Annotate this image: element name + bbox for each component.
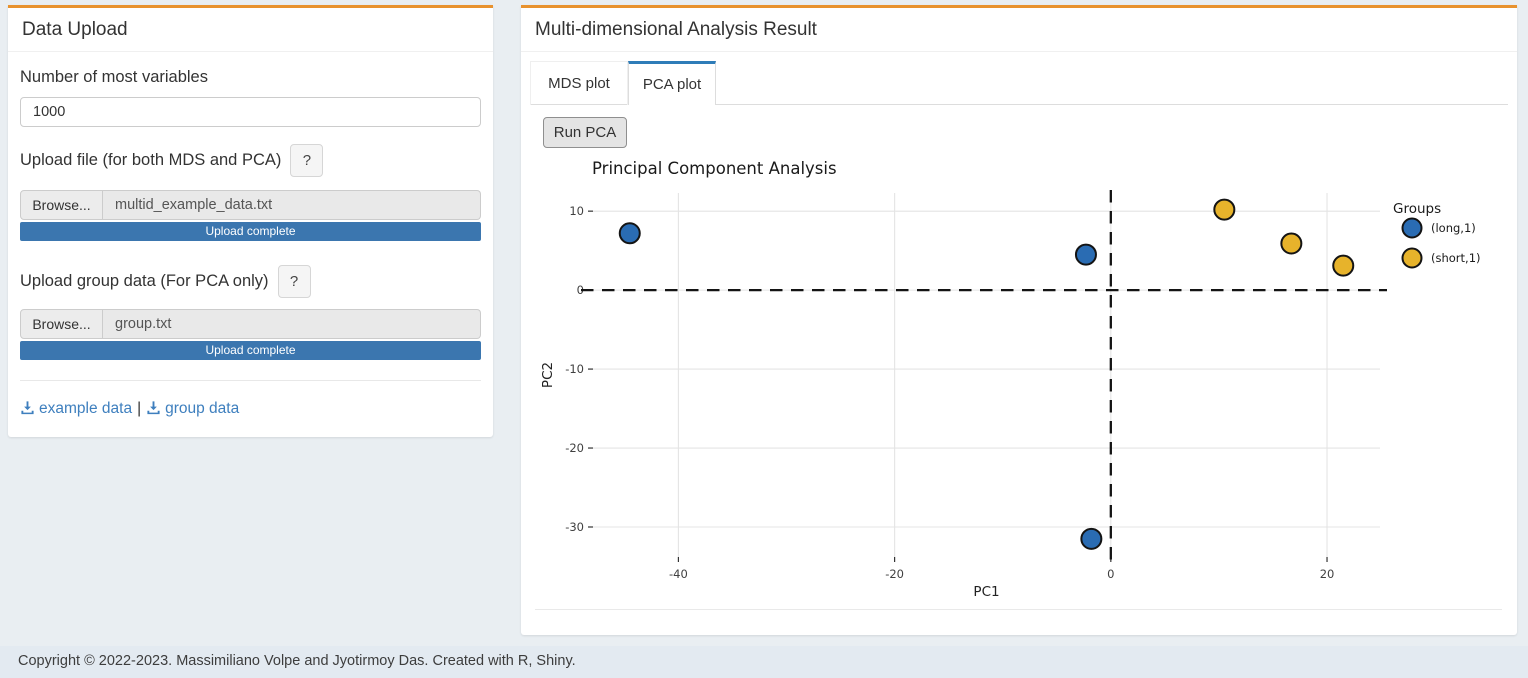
group-input-group: Browse... group.txt bbox=[20, 309, 481, 339]
y-tick-label: -30 bbox=[565, 520, 584, 534]
x-tick-label: -40 bbox=[669, 567, 688, 581]
group-upload-progress: Upload complete bbox=[20, 341, 481, 360]
x-axis-title: PC1 bbox=[973, 584, 999, 600]
x-tick-label: 20 bbox=[1320, 567, 1335, 581]
file-name-display: multid_example_data.txt bbox=[103, 190, 481, 220]
legend-swatch bbox=[1401, 247, 1423, 269]
y-tick-label: -20 bbox=[565, 441, 584, 455]
num-variables-label: Number of most variables bbox=[20, 68, 208, 86]
group-name-display: group.txt bbox=[103, 309, 481, 339]
num-variables-input[interactable] bbox=[20, 97, 481, 127]
plot-title: Principal Component Analysis bbox=[592, 159, 837, 178]
data-point bbox=[618, 222, 641, 245]
file-upload-progress: Upload complete bbox=[20, 222, 481, 241]
file-input-group: Browse... multid_example_data.txt bbox=[20, 190, 481, 220]
analysis-result-panel: Multi-dimensional Analysis Result MDS pl… bbox=[521, 5, 1517, 635]
group-upload-label: Upload group data (For PCA only) bbox=[20, 272, 269, 290]
divider bbox=[535, 609, 1502, 610]
tab-mds-plot[interactable]: MDS plot bbox=[530, 61, 628, 105]
data-point bbox=[1213, 198, 1236, 221]
y-tick-label: 10 bbox=[569, 204, 584, 218]
tab-pca-plot[interactable]: PCA plot bbox=[628, 61, 716, 105]
download-icon bbox=[146, 400, 161, 420]
pca-plot-svg: -40 -20 0 20 10 0 -10 -20 -30 Principal Component… bbox=[540, 159, 1481, 600]
y-axis-title: PC2 bbox=[540, 362, 556, 388]
file-browse-button[interactable]: Browse... bbox=[20, 190, 103, 220]
legend-label: (short,1) bbox=[1431, 251, 1481, 265]
legend-swatch bbox=[1401, 217, 1423, 239]
legend-title: Groups bbox=[1393, 201, 1441, 217]
link-separator: | bbox=[137, 400, 142, 417]
panel-title: Multi-dimensional Analysis Result bbox=[521, 8, 1517, 52]
data-point bbox=[1080, 527, 1103, 550]
panel-title: Data Upload bbox=[8, 8, 493, 52]
footer: Copyright © 2022-2023. Massimiliano Volp… bbox=[0, 646, 1528, 678]
x-tick-label: 0 bbox=[1107, 567, 1114, 581]
group-help-button[interactable]: ? bbox=[277, 265, 311, 298]
y-tick-label: 0 bbox=[577, 283, 584, 297]
tab-bar: MDS plot PCA plot bbox=[530, 61, 1508, 105]
x-tick-label: -20 bbox=[885, 567, 904, 581]
download-icon bbox=[20, 400, 35, 420]
pca-plot: -40 -20 0 20 10 0 -10 -20 -30 Principal Component… bbox=[535, 152, 1510, 607]
y-tick-label: -10 bbox=[565, 362, 584, 376]
data-point bbox=[1332, 254, 1355, 277]
copyright-text: Copyright © 2022-2023. Massimiliano Volp… bbox=[18, 653, 576, 669]
legend-label: (long,1) bbox=[1431, 221, 1476, 235]
run-pca-button[interactable]: Run PCA bbox=[543, 117, 627, 148]
data-point bbox=[1280, 232, 1303, 255]
group-data-link[interactable]: group data bbox=[146, 400, 239, 417]
divider bbox=[20, 380, 481, 381]
example-data-link[interactable]: example data bbox=[20, 400, 132, 417]
file-help-button[interactable]: ? bbox=[290, 144, 324, 177]
data-upload-panel: Data Upload Number of most variables Upl… bbox=[8, 5, 493, 437]
file-upload-label: Upload file (for both MDS and PCA) bbox=[20, 151, 282, 169]
group-browse-button[interactable]: Browse... bbox=[20, 309, 103, 339]
data-point bbox=[1074, 243, 1097, 266]
